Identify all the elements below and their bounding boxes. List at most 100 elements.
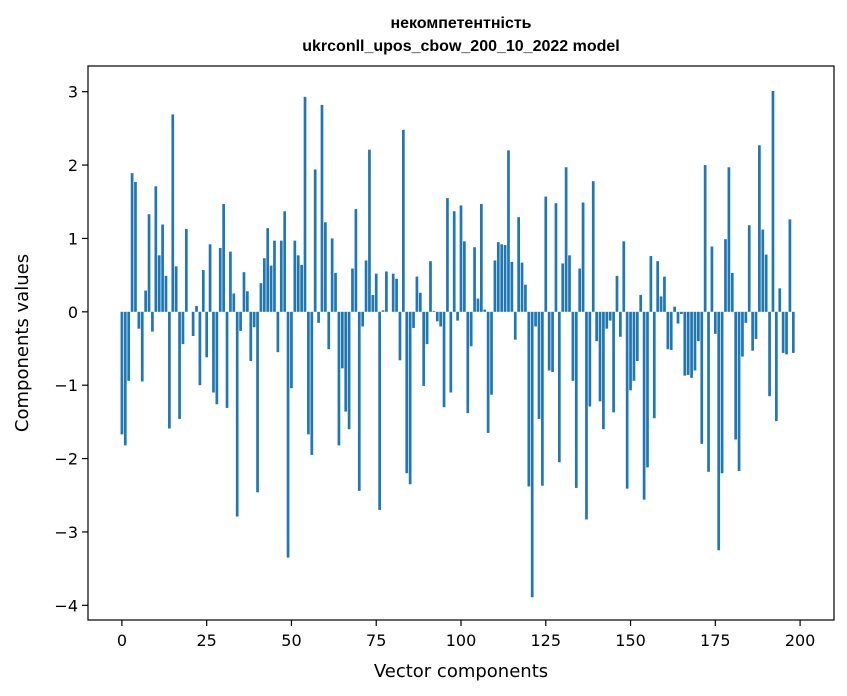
bar	[242, 272, 246, 312]
bar	[700, 311, 704, 444]
y-tick-label: −4	[54, 596, 78, 615]
bar	[174, 266, 178, 312]
bar	[344, 311, 348, 412]
bar	[707, 311, 710, 472]
bar	[205, 311, 209, 358]
bar	[249, 311, 253, 361]
bar	[357, 311, 361, 491]
bar	[208, 244, 212, 312]
bar	[510, 261, 514, 312]
bar	[666, 311, 670, 350]
bar	[734, 311, 738, 440]
bar	[554, 203, 558, 312]
bar	[466, 311, 470, 414]
bar	[259, 283, 263, 312]
bar	[320, 104, 324, 312]
bar	[758, 145, 761, 312]
plot-frame	[87, 65, 835, 621]
y-tick-label: 1	[68, 229, 78, 248]
bar	[574, 311, 578, 488]
bar	[581, 202, 585, 312]
bar	[500, 244, 504, 312]
bar	[151, 311, 154, 332]
bar	[551, 311, 554, 372]
bar	[602, 311, 605, 430]
y-tick-label: 0	[68, 303, 78, 322]
bar	[134, 181, 137, 312]
x-axis-label: Vector components	[374, 661, 548, 682]
bar	[276, 311, 280, 353]
bar	[544, 196, 548, 312]
bar	[201, 269, 205, 312]
bar	[486, 311, 490, 433]
bar	[632, 311, 636, 381]
bar	[435, 311, 439, 322]
bar	[459, 205, 463, 312]
bar	[266, 228, 270, 312]
bar	[279, 240, 283, 312]
bar	[496, 242, 500, 312]
bar	[781, 311, 785, 353]
bar	[778, 288, 782, 312]
bar	[442, 311, 446, 408]
bar	[215, 311, 219, 405]
bar	[568, 255, 571, 312]
bar	[717, 311, 721, 551]
bar	[191, 311, 195, 337]
x-tick-label: 175	[700, 631, 731, 650]
y-axis-label: Components values	[12, 254, 33, 432]
bar	[198, 311, 202, 386]
bar	[669, 311, 673, 350]
bar	[327, 311, 331, 350]
bar	[374, 273, 378, 312]
bar	[680, 311, 683, 315]
bar	[391, 273, 395, 312]
y-tick-label: 3	[68, 83, 78, 102]
bar	[507, 150, 510, 312]
bar	[588, 311, 592, 407]
bar	[686, 311, 690, 375]
bar	[310, 311, 314, 455]
bar	[317, 311, 320, 323]
bar	[690, 311, 693, 378]
bar	[676, 311, 680, 324]
bar	[520, 262, 524, 312]
bar	[541, 311, 544, 486]
bar	[503, 245, 507, 312]
bar	[764, 254, 768, 312]
bar	[673, 306, 676, 312]
bar	[571, 311, 575, 381]
x-tick-label: 50	[281, 631, 301, 650]
x-tick-label: 150	[615, 631, 646, 650]
bar	[337, 311, 341, 446]
bar	[405, 311, 409, 474]
bar	[561, 263, 565, 312]
bar	[168, 311, 171, 429]
bar	[479, 203, 483, 312]
bar	[313, 169, 317, 312]
y-tick-label: −3	[54, 523, 78, 542]
bar	[791, 311, 795, 353]
bar	[422, 311, 426, 386]
x-tick-label: 25	[197, 631, 217, 650]
bar	[608, 311, 612, 321]
bar	[605, 311, 609, 329]
bar	[395, 278, 398, 312]
bar	[629, 311, 632, 391]
bar	[334, 272, 337, 312]
bar	[252, 311, 256, 328]
bar	[737, 311, 741, 472]
bar	[164, 275, 168, 312]
bar	[418, 292, 422, 312]
bar	[595, 311, 598, 342]
bar	[239, 311, 242, 331]
bar	[534, 311, 537, 327]
bar	[303, 96, 307, 312]
bar	[425, 311, 429, 345]
x-tick-label: 0	[117, 631, 127, 650]
chart-subtitle: ukrconll_upos_cbow_200_10_2022 model	[302, 38, 619, 55]
x-tick-label: 100	[446, 631, 477, 650]
bar	[184, 228, 188, 312]
bar	[324, 222, 327, 312]
